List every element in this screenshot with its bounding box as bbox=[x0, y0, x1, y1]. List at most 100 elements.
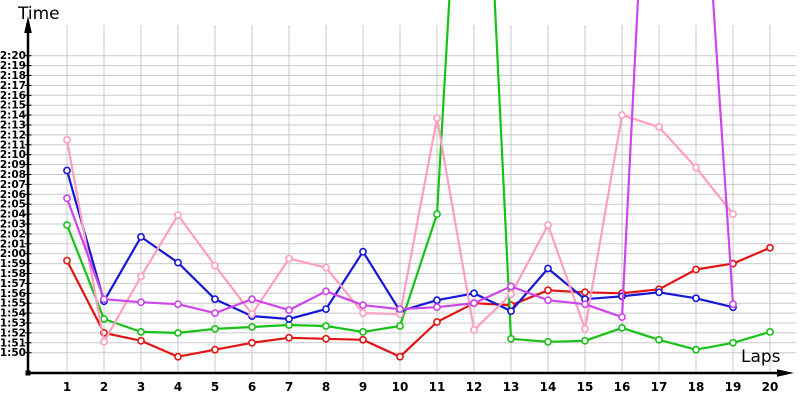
y-tick-label: 2:20 bbox=[0, 50, 26, 62]
y-tick-label: 1:54 bbox=[0, 308, 26, 320]
blue-data-point bbox=[433, 296, 441, 305]
y-tick-label: 2:11 bbox=[0, 139, 26, 151]
green-data-point bbox=[396, 322, 404, 330]
pink-data-point bbox=[285, 254, 293, 263]
x-tick-label: 6 bbox=[248, 380, 256, 394]
magenta-data-point bbox=[581, 300, 589, 309]
y-tick-label: 1:52 bbox=[0, 327, 26, 339]
red-data-point bbox=[285, 333, 293, 342]
y-tick-label: 2:17 bbox=[0, 80, 26, 92]
x-axis-arrow-icon bbox=[777, 369, 794, 377]
magenta-data-point bbox=[470, 299, 478, 308]
magenta-data-point bbox=[63, 194, 71, 203]
x-tick-label: 3 bbox=[137, 380, 145, 394]
x-tick-label: 10 bbox=[392, 380, 409, 394]
pink-data-point bbox=[100, 337, 108, 346]
blue-data-point bbox=[322, 305, 330, 313]
pink-data-point bbox=[63, 135, 71, 144]
magenta-data-point bbox=[211, 309, 219, 317]
green-data-point bbox=[433, 210, 441, 218]
y-tick-label: 1:58 bbox=[0, 268, 26, 280]
y-axis-title: Time bbox=[18, 4, 60, 24]
green-data-point bbox=[581, 336, 589, 345]
pink-data-point bbox=[581, 324, 589, 333]
magenta-data-point bbox=[322, 287, 330, 296]
pink-data-point bbox=[655, 123, 663, 131]
red-data-point bbox=[544, 286, 552, 295]
green-data-point bbox=[63, 221, 71, 229]
y-tick-labels: 2:202:192:182:172:162:152:142:132:122:11… bbox=[0, 50, 32, 359]
y-tick-label: 2:14 bbox=[0, 110, 26, 122]
x-tick-label: 13 bbox=[503, 380, 520, 394]
y-tick-label: 1:50 bbox=[0, 347, 26, 359]
green-data-point bbox=[766, 327, 774, 336]
y-tick-label: 1:55 bbox=[0, 298, 26, 310]
pink-data-point bbox=[211, 261, 219, 270]
series-pink bbox=[63, 111, 737, 346]
pink-data-point bbox=[729, 210, 737, 218]
pink-data-point bbox=[470, 325, 478, 334]
pink-data-point bbox=[359, 309, 367, 317]
x-tick-label: 20 bbox=[762, 380, 779, 394]
x-tick-label: 18 bbox=[688, 380, 705, 394]
pink-data-point bbox=[174, 211, 182, 219]
magenta-data-point bbox=[729, 300, 737, 309]
y-tick-label: 2:15 bbox=[0, 100, 26, 112]
blue-data-point bbox=[63, 166, 71, 175]
y-tick-label: 2:00 bbox=[0, 248, 26, 260]
red-data-point bbox=[396, 352, 404, 361]
magenta-data-point bbox=[433, 303, 441, 312]
red-data-point bbox=[211, 345, 219, 354]
green-data-point bbox=[211, 324, 219, 333]
pink-data-point bbox=[507, 290, 515, 299]
magenta-data-point bbox=[285, 306, 293, 314]
x-tick-label: 15 bbox=[577, 380, 594, 394]
magenta-data-point bbox=[544, 296, 552, 305]
pink-data-point bbox=[618, 111, 626, 119]
y-tick-label: 1:56 bbox=[0, 288, 26, 300]
series-green bbox=[63, 0, 774, 354]
y-tick-label: 2:05 bbox=[0, 199, 26, 211]
pink-data-point bbox=[433, 114, 441, 122]
y-axis-arrow-icon bbox=[24, 16, 32, 33]
x-tick-label: 11 bbox=[429, 380, 446, 394]
magenta-data-point bbox=[100, 295, 108, 304]
magenta-data-point bbox=[359, 301, 367, 310]
green-data-point bbox=[248, 323, 256, 331]
green-data-point bbox=[359, 327, 367, 336]
red-data-point bbox=[766, 243, 774, 252]
y-tick-label: 2:10 bbox=[0, 149, 26, 161]
y-tick-label: 2:09 bbox=[0, 159, 26, 171]
blue-data-point bbox=[285, 315, 293, 323]
x-tick-label: 8 bbox=[322, 380, 330, 394]
magenta-data-point bbox=[248, 295, 256, 304]
magenta-data-point bbox=[137, 298, 145, 307]
blue-data-point bbox=[544, 264, 552, 273]
x-tick-label: 14 bbox=[540, 380, 557, 394]
y-tick-label: 2:16 bbox=[0, 90, 26, 102]
y-tick-label: 2:07 bbox=[0, 179, 26, 191]
red-data-point bbox=[581, 288, 589, 297]
red-data-point bbox=[433, 318, 441, 326]
blue-data-point bbox=[211, 295, 219, 304]
y-tick-label: 1:51 bbox=[0, 337, 26, 349]
y-tick-label: 2:03 bbox=[0, 219, 26, 231]
x-tick-label: 7 bbox=[285, 380, 293, 394]
red-data-point bbox=[359, 335, 367, 344]
red-data-point bbox=[692, 265, 700, 274]
y-tick-label: 2:04 bbox=[0, 209, 26, 221]
blue-data-point bbox=[655, 288, 663, 297]
blue-data-point bbox=[470, 289, 478, 298]
red-line bbox=[66, 246, 771, 358]
magenta-data-point bbox=[174, 300, 182, 309]
y-tick-label: 2:02 bbox=[0, 228, 26, 240]
y-tick-label: 1:57 bbox=[0, 278, 26, 290]
x-tick-label: 17 bbox=[651, 380, 668, 394]
y-tick-label: 2:13 bbox=[0, 120, 26, 132]
green-data-point bbox=[655, 335, 663, 344]
x-tick-label: 5 bbox=[211, 380, 219, 394]
green-data-point bbox=[507, 334, 515, 343]
red-data-point bbox=[174, 352, 182, 361]
y-tick-label: 2:06 bbox=[0, 189, 26, 201]
